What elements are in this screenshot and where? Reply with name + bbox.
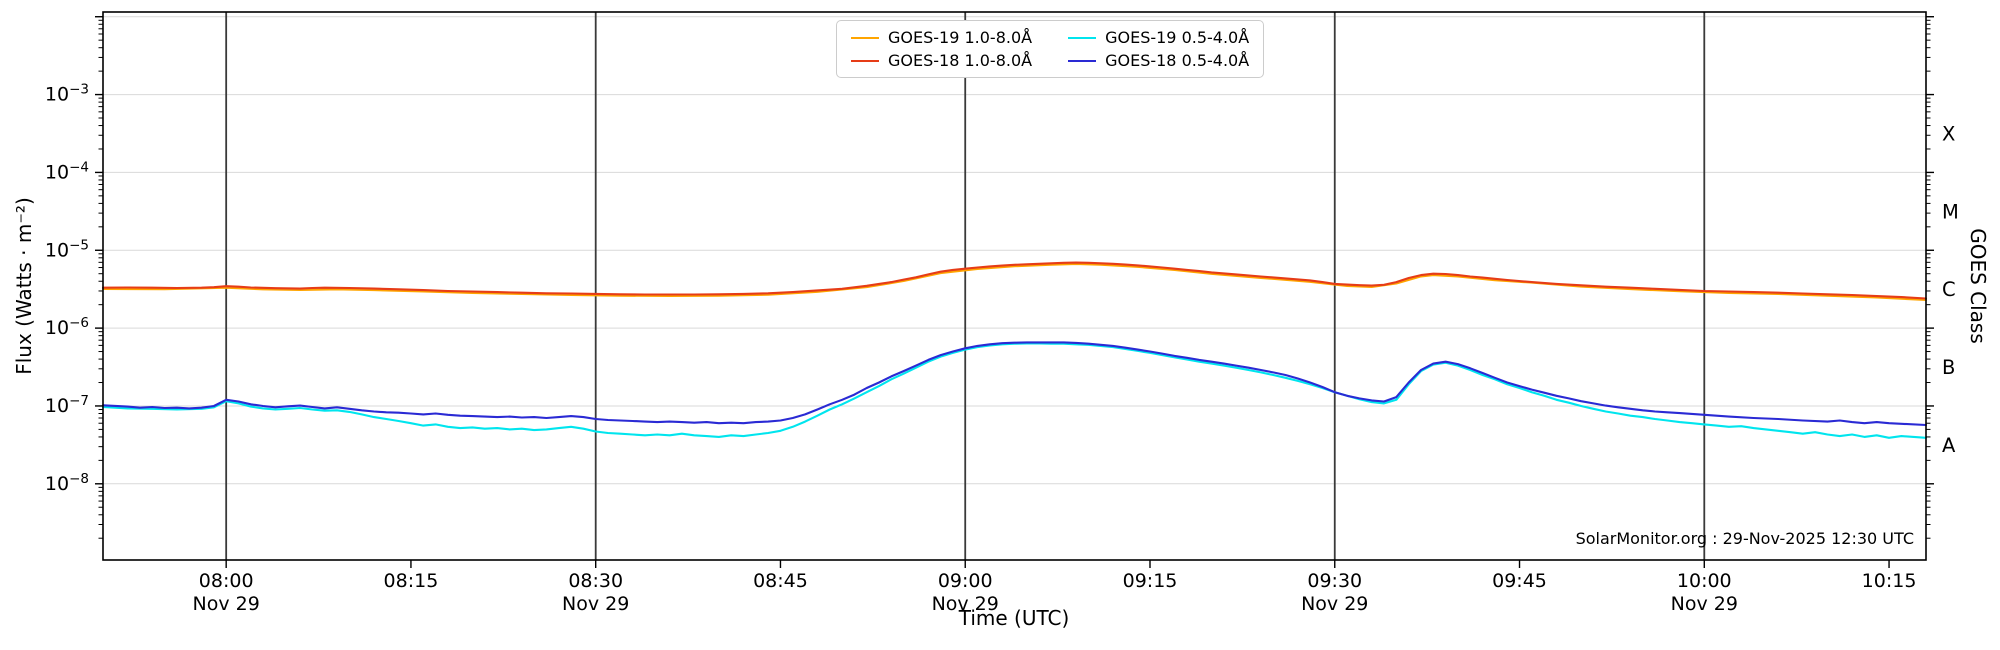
- y-tick-label: 10−7: [45, 393, 89, 417]
- legend-label-goes18-long: GOES-18 1.0-8.0Å: [888, 51, 1033, 70]
- series-goes18-short: [101, 341, 1928, 427]
- legend-item-goes19-long: GOES-19 1.0-8.0Å: [851, 27, 1032, 48]
- legend-item-goes18-long: GOES-18 1.0-8.0Å: [851, 50, 1032, 71]
- y-tick-label: 10−3: [45, 82, 89, 106]
- y-tick-label: 10−8: [45, 471, 89, 495]
- x-tick-label: 10:15: [1862, 570, 1917, 592]
- x-date-label: Nov 29: [932, 593, 999, 615]
- goes-class-label: B: [1942, 356, 1955, 379]
- goes-class-label: C: [1942, 278, 1956, 301]
- series-goes19-long: [101, 262, 1928, 302]
- legend-line-goes19-long-icon: [851, 36, 879, 39]
- y-tick-label: 10−4: [45, 159, 89, 183]
- x-tick-label: 09:00: [938, 570, 993, 592]
- goes-class-label: X: [1942, 123, 1955, 146]
- x-tick-label: 08:00: [199, 570, 254, 592]
- legend-line-goes18-long-icon: [851, 59, 879, 62]
- x-tick-label: 09:45: [1492, 570, 1547, 592]
- legend-line-goes18-short-icon: [1068, 59, 1097, 62]
- x-tick-label: 08:15: [384, 570, 439, 592]
- goes-class-label: A: [1942, 434, 1956, 457]
- legend-item-goes18-short: GOES-18 0.5-4.0Å: [1068, 50, 1249, 71]
- legend-label-goes19-long: GOES-19 1.0-8.0Å: [888, 28, 1033, 47]
- right-axis-label: GOES Class: [1966, 228, 1990, 344]
- y-axis-label: Flux (Watts · m⁻²): [12, 197, 36, 375]
- legend: GOES-19 1.0-8.0Å GOES-18 1.0-8.0Å GOES-1…: [836, 20, 1265, 78]
- goes-class-label: M: [1942, 200, 1959, 223]
- y-tick-label: 10−5: [45, 237, 89, 261]
- y-tick-label: 10−6: [45, 315, 89, 339]
- x-tick-label: 08:30: [568, 570, 623, 592]
- x-date-label: Nov 29: [562, 593, 629, 615]
- x-tick-label: 08:45: [753, 570, 808, 592]
- legend-item-goes19-short: GOES-19 0.5-4.0Å: [1068, 27, 1249, 48]
- series-goes18-long: [101, 261, 1928, 300]
- legend-label-goes19-short: GOES-19 0.5-4.0Å: [1105, 28, 1250, 47]
- x-axis-label: Time (UTC): [958, 606, 1070, 630]
- x-date-label: Nov 29: [193, 593, 260, 615]
- x-date-label: Nov 29: [1301, 593, 1368, 615]
- plot-border: [102, 11, 1927, 561]
- legend-line-goes19-short-icon: [1068, 36, 1097, 39]
- source-credit: SolarMonitor.org : 29-Nov-2025 12:30 UTC: [1575, 529, 1914, 548]
- x-tick-label: 09:30: [1307, 570, 1362, 592]
- series-goes19-short: [101, 342, 1928, 439]
- x-date-label: Nov 29: [1671, 593, 1738, 615]
- x-tick-label: 09:15: [1123, 570, 1178, 592]
- legend-label-goes18-short: GOES-18 0.5-4.0Å: [1105, 51, 1250, 70]
- x-tick-label: 10:00: [1677, 570, 1732, 592]
